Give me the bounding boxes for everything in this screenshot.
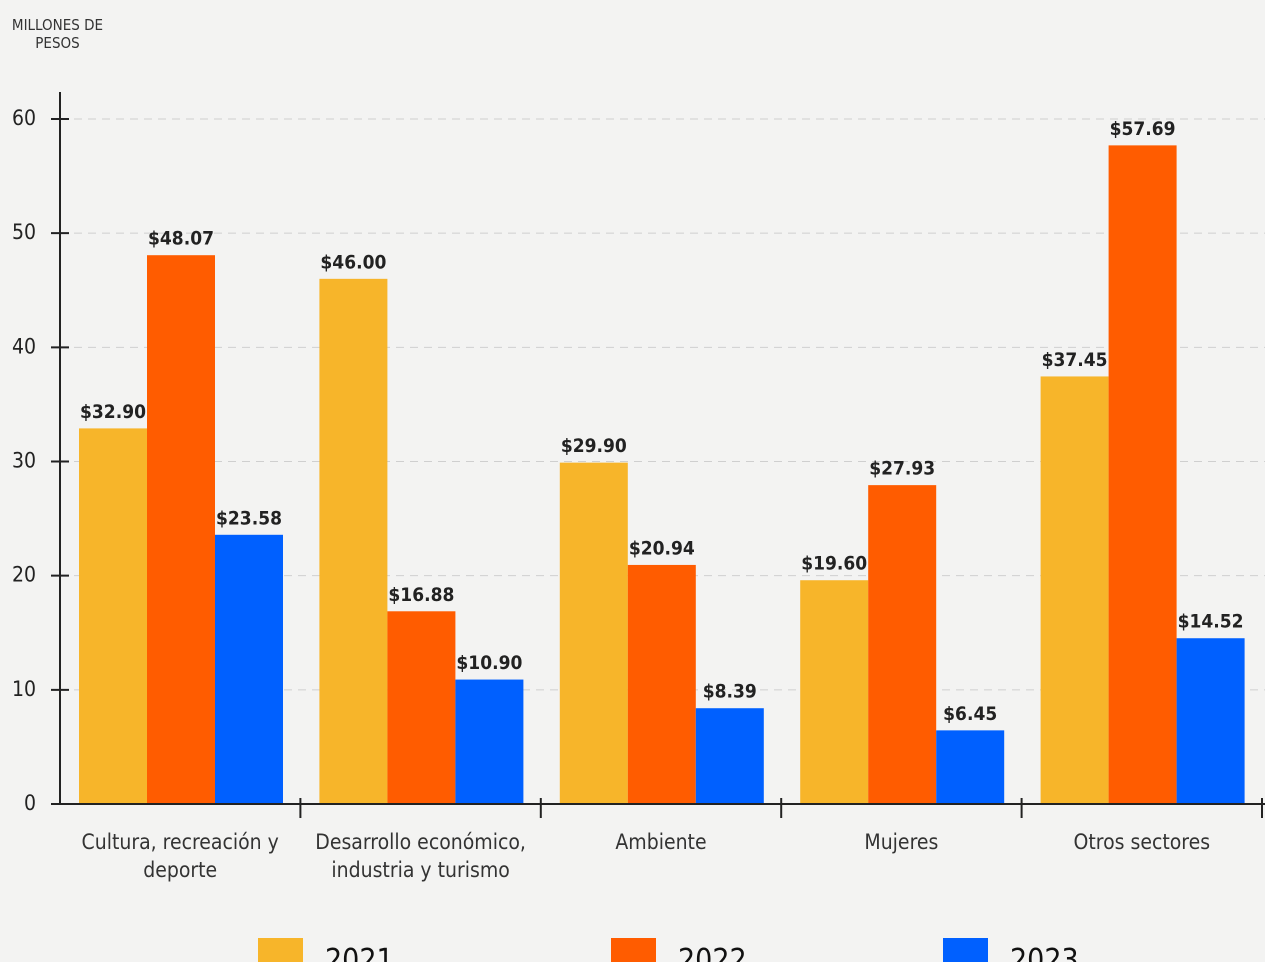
value-label: $23.58: [216, 507, 282, 529]
legend-label: 2023: [1010, 943, 1079, 962]
bar: [1040, 376, 1109, 804]
value-label: $32.90: [80, 401, 146, 423]
bar: [800, 580, 869, 804]
legend-label: 2021: [325, 943, 394, 962]
y-tick-label: 50: [12, 220, 36, 244]
bar: [387, 611, 456, 804]
value-label: $27.93: [869, 458, 935, 480]
y-tick-label: 10: [12, 677, 36, 701]
bar: [627, 564, 696, 804]
value-label: $6.45: [943, 703, 997, 725]
y-axis-label: MILLONES DE PESOS: [11, 16, 104, 52]
legend-swatch: [258, 938, 303, 962]
value-label: $37.45: [1042, 349, 1108, 371]
bar: [559, 462, 628, 804]
legend-swatch: [943, 938, 988, 962]
y-tick-label: 0: [24, 791, 36, 815]
value-label: $8.39: [703, 681, 757, 703]
legend-item: 2022: [611, 938, 747, 962]
bar: [215, 534, 283, 804]
bar: [1176, 638, 1245, 804]
x-tick-label: Otros sectores: [1073, 830, 1211, 854]
y-tick-label: 60: [12, 106, 36, 130]
bar: [936, 730, 1005, 804]
value-label: $19.60: [801, 553, 867, 575]
bar: [319, 278, 388, 804]
value-label: $29.90: [561, 435, 627, 457]
x-tick-label: Mujeres: [864, 830, 939, 854]
y-tick-label: 30: [12, 449, 36, 473]
x-tick-label: Ambiente: [615, 830, 707, 854]
value-label: $20.94: [629, 537, 695, 559]
value-label: $48.07: [148, 228, 214, 250]
value-label: $10.90: [456, 652, 522, 674]
value-label: $57.69: [1110, 118, 1176, 140]
bar: [455, 679, 524, 804]
bar: [1108, 145, 1177, 804]
bar: [147, 255, 215, 805]
x-tick-label: Desarrollo económico, industria y turism…: [315, 830, 526, 882]
legend-swatch: [611, 938, 656, 962]
bar: [79, 428, 147, 804]
value-label: $14.52: [1178, 611, 1244, 633]
value-label: $46.00: [320, 251, 386, 273]
bar: [868, 485, 937, 804]
y-tick-label: 40: [12, 334, 36, 358]
x-tick-label: Cultura, recreación y deporte: [81, 830, 279, 882]
legend-item: 2021: [258, 938, 394, 962]
legend-label: 2022: [678, 943, 747, 962]
value-label: $16.88: [388, 584, 454, 606]
y-tick-label: 20: [12, 563, 36, 587]
legend-item: 2023: [943, 938, 1079, 962]
bar: [695, 708, 764, 804]
